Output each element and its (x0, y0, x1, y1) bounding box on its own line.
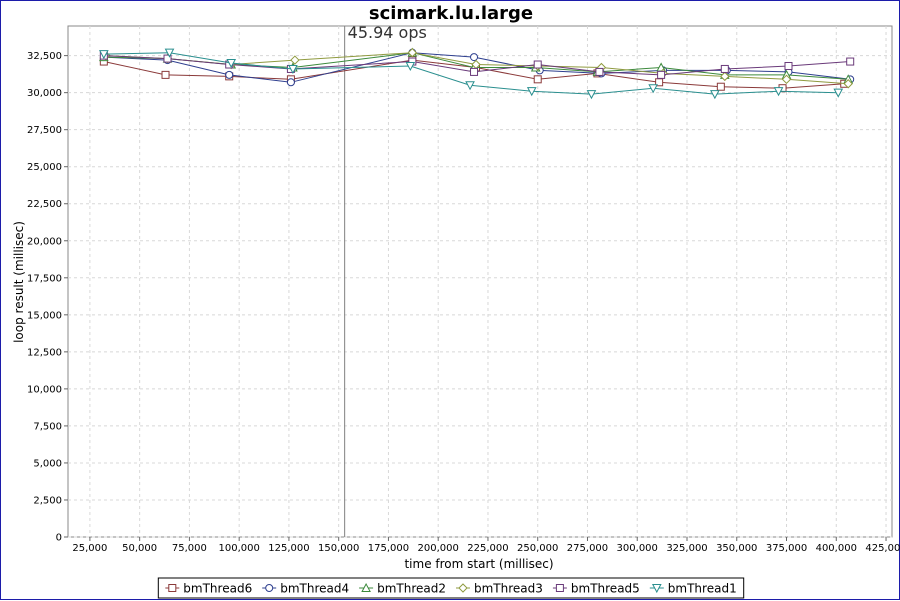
legend-item-bmThread4: bmThread4 (262, 582, 349, 596)
legend-marker (361, 582, 371, 592)
data-point-bmThread4 (286, 78, 295, 87)
data-point-bmThread4 (225, 70, 234, 79)
y-tick-label: 32,500 (27, 51, 62, 62)
x-tick-label: 125,000 (268, 543, 309, 554)
y-tick-label: 0 (56, 533, 62, 544)
legend-label: bmThread3 (474, 582, 543, 596)
y-tick-label: 15,000 (27, 310, 62, 321)
data-point-bmThread6 (161, 70, 170, 79)
x-tick-label: 175,000 (368, 543, 409, 554)
series-group (98, 47, 855, 100)
data-point-bmThread1 (164, 48, 175, 58)
data-point-bmThread5 (720, 64, 729, 73)
legend-label: bmThread4 (280, 582, 349, 596)
series-line-bmThread6 (103, 59, 845, 89)
x-tick-label: 400,000 (816, 543, 857, 554)
data-point-bmThread6 (716, 82, 725, 91)
legend-item-bmThread5: bmThread5 (552, 582, 640, 596)
data-point-bmThread1 (526, 87, 537, 97)
x-tick-label: 100,000 (218, 543, 259, 554)
y-tick-label: 12,500 (27, 347, 62, 358)
legend-item-bmThread1: bmThread1 (649, 582, 737, 596)
x-tick-label: 75,000 (172, 543, 207, 554)
y-tick-label: 20,000 (27, 236, 62, 247)
annotation-label: 45.94 ops (348, 23, 427, 42)
data-point-bmThread3 (407, 47, 418, 58)
data-point-bmThread1 (98, 50, 109, 60)
data-point-bmThread1 (586, 90, 597, 100)
x-tick-label: 325,000 (666, 543, 707, 554)
data-point-bmThread3 (290, 55, 300, 65)
x-tick-label: 375,000 (766, 543, 807, 554)
data-point-bmThread3 (781, 74, 792, 85)
x-tick-label: 200,000 (418, 543, 459, 554)
data-point-bmThread1 (288, 64, 298, 75)
legend-label: bmThread1 (668, 582, 737, 596)
data-point-bmThread5 (470, 67, 479, 76)
legend-marker (651, 584, 662, 594)
data-point-bmThread1 (465, 81, 475, 91)
x-tick-label: 250,000 (517, 543, 558, 554)
data-point-bmThread4 (470, 53, 479, 62)
data-point-bmThread5 (784, 61, 793, 70)
legend-marker (458, 583, 468, 593)
legend-label: bmThread6 (183, 582, 252, 596)
x-tick-label: 350,000 (716, 543, 757, 554)
y-tick-label: 17,500 (27, 273, 62, 284)
y-tick-label: 30,000 (27, 88, 62, 99)
data-point-bmThread1 (405, 61, 416, 72)
series-bmThread1 (98, 48, 844, 100)
legend-label: bmThread5 (571, 582, 640, 596)
legend-item-bmThread6: bmThread6 (165, 582, 252, 596)
series-line-bmThread5 (103, 55, 851, 76)
y-tick-label: 25,000 (27, 162, 62, 173)
y-axis-ticks: 0 2,500 5,000 7,500 10,000 12,500 15,000 17,500… (27, 51, 68, 544)
data-point-bmThread1 (648, 84, 658, 94)
data-point-bmThread5 (657, 70, 666, 79)
legend-marker (555, 584, 564, 592)
y-tick-label: 5,000 (33, 458, 62, 469)
legend-marker (265, 584, 274, 592)
chart-title: scimark.lu.large (369, 3, 533, 24)
x-axis-ticks: 25,000 50,000 75,000 100,000 125,000 150,000 1… (72, 537, 900, 554)
x-tick-label: 50,000 (122, 543, 157, 554)
series-line-bmThread1 (103, 52, 839, 95)
data-point-bmThread1 (710, 90, 720, 100)
x-tick-label: 275,000 (567, 543, 608, 554)
data-point-bmThread5 (595, 67, 604, 76)
data-point-bmThread5 (846, 57, 855, 66)
legend-box (157, 577, 745, 599)
legend: bmThread6 bmThread4 bmThread2 bmThread3 bmTh… (157, 577, 745, 599)
legend-label: bmThread2 (377, 582, 446, 596)
data-point-bmThread1 (833, 88, 844, 98)
y-tick-label: 2,500 (33, 495, 62, 506)
data-point-bmThread5 (163, 54, 172, 63)
legend-item-bmThread3: bmThread3 (456, 582, 543, 596)
y-axis-label: loop result (millisec) (12, 221, 26, 343)
data-point-bmThread3 (720, 71, 730, 82)
x-tick-label: 25,000 (72, 543, 107, 554)
data-point-bmThread3 (843, 79, 853, 89)
x-tick-label: 225,000 (467, 543, 508, 554)
x-tick-label: 150,000 (318, 543, 359, 554)
legend-item-bmThread2: bmThread2 (359, 582, 446, 596)
data-point-bmThread5 (533, 60, 542, 69)
series-bmThread5 (99, 51, 855, 79)
x-tick-label: 300,000 (617, 543, 658, 554)
legend-marker (168, 584, 177, 592)
x-tick-label: 425,000 (865, 543, 900, 554)
x-axis-label: time from start (millisec) (404, 557, 553, 571)
y-tick-label: 7,500 (33, 421, 62, 432)
series-line-bmThread4 (103, 52, 851, 83)
y-tick-label: 10,000 (27, 384, 62, 395)
y-tick-label: 22,500 (27, 199, 62, 210)
data-point-bmThread6 (533, 75, 542, 84)
data-point-bmThread1 (226, 59, 237, 69)
data-point-bmThread1 (773, 87, 784, 97)
plot-area (67, 25, 893, 538)
y-tick-label: 27,500 (27, 125, 62, 136)
